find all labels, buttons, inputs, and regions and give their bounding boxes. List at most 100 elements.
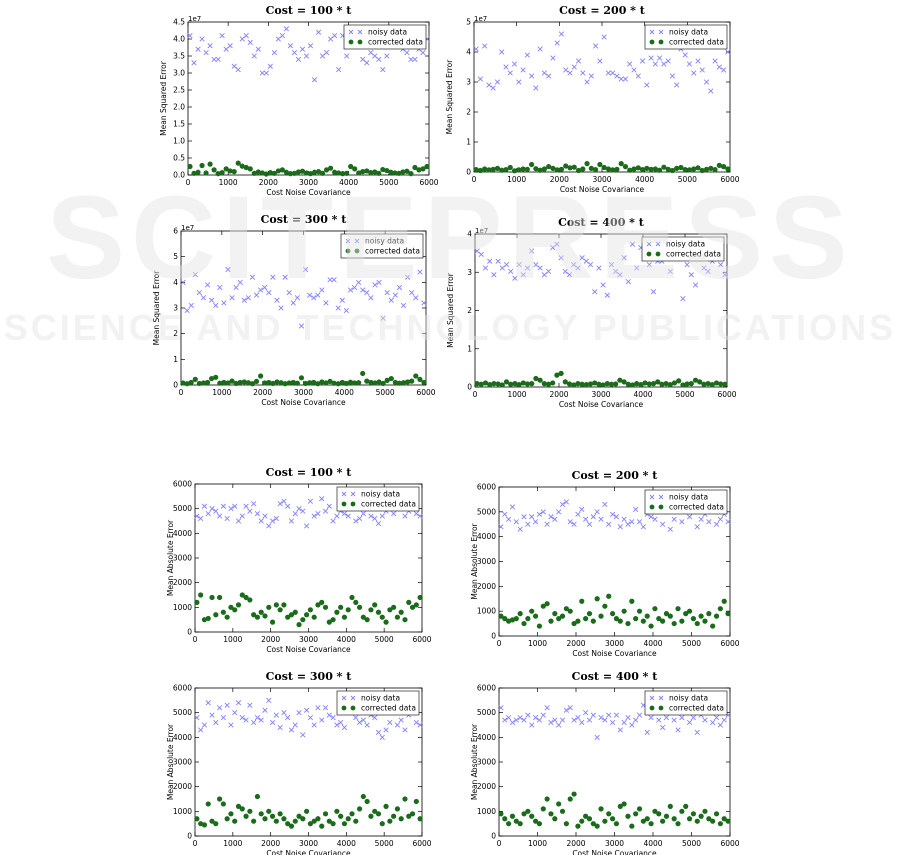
data-point-noisy: [606, 521, 612, 527]
data-point-noisy: [302, 266, 309, 273]
data-point-corrected: [544, 796, 550, 802]
data-point-noisy: [524, 52, 530, 58]
data-point-corrected: [695, 165, 701, 171]
x-tick-label: 6000: [720, 639, 739, 648]
y-tick-label: 3: [467, 268, 472, 277]
data-point-corrected: [338, 813, 344, 819]
data-point-noisy: [315, 705, 321, 711]
data-point-corrected: [388, 169, 394, 175]
data-point-noisy: [396, 284, 403, 291]
data-point-corrected: [659, 381, 665, 387]
data-point-corrected: [398, 816, 404, 822]
data-point-corrected: [657, 167, 663, 173]
data-point-corrected: [254, 793, 261, 800]
y-axis-label: Mean Squared Error: [152, 270, 161, 346]
data-point-corrected: [679, 808, 685, 814]
data-point-noisy: [625, 521, 631, 527]
data-point-corrected: [279, 167, 285, 173]
data-point-corrected: [319, 599, 325, 606]
x-tick-label: 1000: [223, 635, 242, 644]
data-point-corrected: [548, 618, 554, 624]
data-point-corrected: [594, 596, 600, 602]
data-point-noisy: [629, 241, 636, 247]
data-point-corrected: [215, 171, 221, 177]
data-point-corrected: [258, 373, 264, 379]
data-point-corrected: [614, 166, 620, 172]
data-point-corrected: [590, 821, 596, 827]
data-point-noisy: [583, 516, 589, 522]
data-point-corrected: [694, 620, 700, 627]
data-point-corrected: [235, 160, 241, 166]
data-point-corrected: [209, 375, 215, 382]
data-point-corrected: [349, 811, 355, 817]
data-point-corrected: [376, 170, 382, 176]
data-point-noisy: [679, 714, 685, 721]
data-point-corrected: [669, 167, 676, 174]
data-point-noisy: [713, 521, 720, 527]
data-point-corrected: [304, 612, 310, 618]
data-point-noisy: [556, 509, 562, 515]
data-point-corrected: [701, 381, 707, 387]
data-point-corrected: [213, 612, 219, 618]
data-point-noisy: [291, 49, 298, 56]
data-point-noisy: [364, 60, 370, 66]
data-point-noisy: [307, 498, 314, 504]
data-point-corrected: [319, 823, 325, 829]
data-point-corrected: [223, 166, 229, 172]
y-tick-label: 3: [173, 304, 178, 313]
data-point-corrected: [300, 617, 306, 623]
data-point-corrected: [686, 816, 693, 822]
data-point-noisy: [566, 272, 573, 278]
data-point-corrected: [656, 811, 662, 817]
data-point-corrected: [207, 161, 213, 167]
data-point-corrected: [387, 818, 393, 824]
data-point-corrected: [409, 811, 416, 817]
data-point-corrected: [524, 381, 531, 387]
data-point-noisy: [725, 49, 731, 55]
data-point-corrected: [663, 813, 670, 819]
y-tick-label: 4000: [477, 733, 496, 742]
legend-label: corrected data: [365, 247, 420, 256]
data-point-noisy: [258, 287, 264, 293]
data-point-noisy: [205, 700, 211, 706]
data-point-corrected: [213, 374, 219, 380]
data-point-corrected: [294, 380, 300, 386]
data-point-corrected: [243, 594, 249, 601]
y-tick-label: 2000: [477, 582, 496, 591]
y-tick-label: 3.5: [173, 52, 185, 61]
data-point-noisy: [315, 292, 321, 298]
legend-label: corrected data: [669, 38, 724, 47]
data-point-noisy: [636, 519, 643, 525]
data-point-corrected: [243, 164, 249, 171]
data-point-corrected: [353, 818, 359, 824]
data-point-noisy: [652, 61, 658, 67]
data-point-corrected: [224, 614, 230, 620]
data-point-noisy: [598, 714, 604, 721]
data-point-corrected: [336, 170, 342, 176]
data-point-corrected: [247, 166, 253, 172]
series-corrected: [473, 161, 731, 174]
data-point-corrected: [225, 380, 231, 386]
data-point-noisy: [536, 717, 543, 723]
y-tick-label: 1000: [173, 807, 192, 816]
data-point-noisy: [552, 516, 558, 522]
data-point-noisy: [215, 56, 221, 63]
data-point-corrected: [625, 381, 631, 387]
data-point-noisy: [583, 710, 589, 716]
data-point-corrected: [356, 380, 362, 386]
data-point-corrected: [269, 619, 276, 625]
data-point-corrected: [307, 821, 313, 827]
data-point-noisy: [532, 519, 539, 525]
x-tick-label: 5000: [376, 388, 395, 397]
data-point-corrected: [629, 382, 636, 388]
data-point-noisy: [376, 279, 382, 285]
x-axis-label: Cost Noise Covariance: [559, 400, 644, 409]
x-tick-label: 2000: [550, 175, 569, 184]
data-point-corrected: [266, 604, 272, 610]
data-point-corrected: [311, 169, 318, 175]
data-point-corrected: [631, 166, 637, 172]
chart-7: Cost = 300 * t 0 1000 2000 3000 4000 5000 6000 0…: [166, 670, 432, 855]
data-point-noisy: [327, 277, 333, 283]
data-point-corrected: [315, 169, 322, 175]
